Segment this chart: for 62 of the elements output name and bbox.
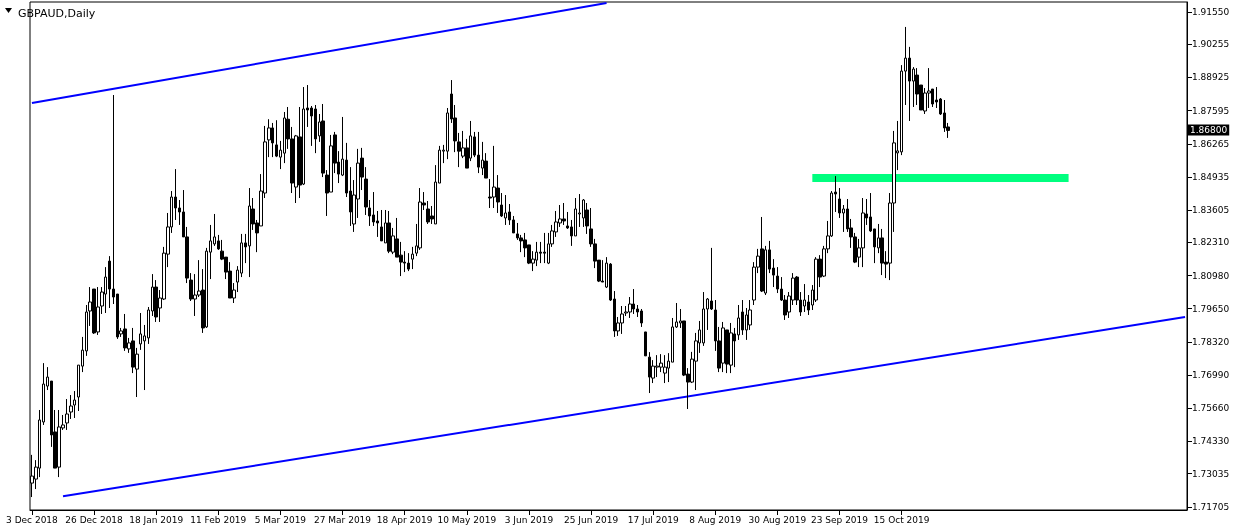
x-tick-label: 3 Dec 2018 <box>6 514 59 525</box>
candlestick <box>504 194 507 226</box>
x-tick-label: 27 Mar 2019 <box>314 514 372 525</box>
candlestick <box>407 252 410 272</box>
x-tick-label: 25 Jun 2019 <box>563 514 619 525</box>
candlestick <box>632 288 635 315</box>
y-tick-label: 1.78320 <box>1192 336 1230 347</box>
x-tick-label: 3 Jun 2019 <box>504 514 554 525</box>
x-tick-label: 5 Mar 2019 <box>254 514 307 525</box>
candlestick <box>880 228 884 276</box>
x-tick-label: 8 Aug 2019 <box>689 514 742 525</box>
y-tick-label: 1.71705 <box>1192 501 1230 512</box>
y-tick-label: 1.73035 <box>1192 468 1230 479</box>
candlestick <box>92 288 96 335</box>
candlestick <box>640 308 643 328</box>
x-tick-label: 15 Oct 2019 <box>873 514 930 525</box>
y-tick-label: 1.74330 <box>1192 436 1230 447</box>
candlestick <box>663 354 667 384</box>
x-tick-label: 26 Dec 2018 <box>65 514 124 525</box>
candlestick <box>271 122 274 158</box>
candlestick <box>380 209 383 242</box>
text: GBPAUD,Daily <box>18 7 96 20</box>
y-tick-label: 1.90255 <box>1192 39 1230 50</box>
candlestick <box>861 197 865 268</box>
y-tick-label: 1.83605 <box>1192 205 1230 216</box>
candlestick <box>721 321 725 373</box>
candlestick <box>803 283 806 313</box>
y-tick-label: 1.82310 <box>1192 237 1230 248</box>
y-tick-label: 1.87595 <box>1192 105 1230 116</box>
candlestick <box>248 187 251 278</box>
candlestick <box>96 286 100 336</box>
candlestick <box>729 322 733 374</box>
candlestick <box>562 202 566 226</box>
x-tick-label: 30 Aug 2019 <box>748 514 807 525</box>
candlestick <box>65 398 69 431</box>
y-tick-label: 1.86265 <box>1192 138 1230 149</box>
text: 1.86800 <box>1190 124 1228 135</box>
candlestick <box>57 409 61 478</box>
candlestick <box>741 299 744 336</box>
candlestick <box>492 145 496 209</box>
y-tick-label: 1.75660 <box>1192 403 1230 414</box>
candlestick <box>73 390 76 419</box>
candlestick <box>620 305 624 335</box>
x-tick-label: 10 May 2019 <box>437 514 497 525</box>
x-tick-label: 11 Feb 2019 <box>190 514 247 525</box>
y-tick-label: 1.88925 <box>1192 72 1230 83</box>
candlestick <box>123 313 127 352</box>
y-tick-label: 1.79650 <box>1192 303 1230 314</box>
candlestick <box>535 241 538 267</box>
x-tick-label: 18 Jan 2019 <box>129 514 184 525</box>
candlestick <box>477 131 480 174</box>
x-tick-label: 17 Jul 2019 <box>627 514 679 525</box>
y-tick-label: 1.80980 <box>1192 270 1230 281</box>
x-tick-label: 18 Apr 2019 <box>376 514 433 525</box>
y-tick-label: 1.76990 <box>1192 370 1230 381</box>
candlestick <box>543 232 546 264</box>
candlestick <box>387 210 391 254</box>
y-tick-label: 1.91550 <box>1192 6 1230 17</box>
y-tick-label: 1.84935 <box>1192 171 1230 182</box>
candlestick <box>314 104 317 154</box>
x-tick-label: 23 Sep 2019 <box>810 514 869 525</box>
candlestick <box>760 216 764 293</box>
